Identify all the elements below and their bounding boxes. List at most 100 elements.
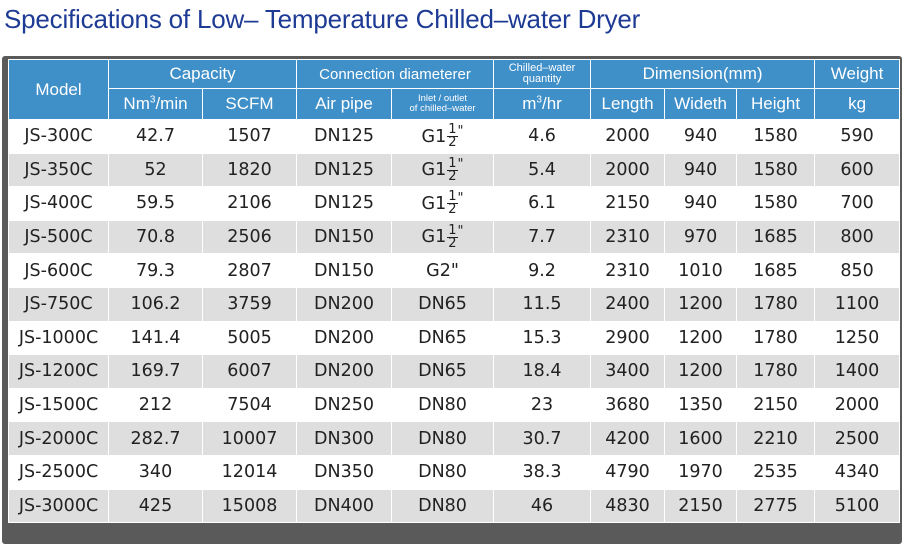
m3hr-sup: 3 <box>536 94 542 106</box>
header-air-pipe: Air pipe <box>296 88 393 120</box>
table-row: JS-350C 52 1820 DN125 G1 1 2 " 5.4 2000 940 1580 600 <box>8 152 901 188</box>
cell-scfm: 6007 <box>201 354 298 389</box>
cell-air-pipe: DN350 <box>296 454 393 490</box>
cell-width: 970 <box>664 219 738 255</box>
cell-air-pipe: DN150 <box>296 253 393 288</box>
cell-chilled-qty: 46 <box>493 488 592 524</box>
fraction-denominator: 2 <box>448 202 457 218</box>
cell-scfm: 3759 <box>201 286 298 322</box>
inlet-base: G1 <box>421 160 447 181</box>
cell-inlet-outlet: DN65 <box>391 354 495 389</box>
cell-weight: 1100 <box>814 286 901 322</box>
cell-model: JS-3000C <box>8 488 109 524</box>
cell-weight: 590 <box>814 119 901 154</box>
cell-nm3-min: 106.2 <box>108 286 203 322</box>
table-row: JS-300C 42.7 1507 DN125 G1 1 2 " 4.6 2000 940 1580 5… <box>8 119 901 154</box>
header-chilled-water: Chilled–water quantity <box>493 59 592 89</box>
fraction-denominator: 2 <box>448 235 457 251</box>
cell-nm3-min: 59.5 <box>108 186 203 221</box>
cell-nm3-min: 340 <box>108 454 203 490</box>
page-title: Specifications of Low– Temperature Chill… <box>4 4 641 34</box>
cell-weight: 600 <box>814 152 901 188</box>
cell-chilled-qty: 38.3 <box>493 454 592 490</box>
cell-weight: 5100 <box>814 488 901 524</box>
cell-chilled-qty: 4.6 <box>493 119 592 154</box>
cell-weight: 2500 <box>814 421 901 456</box>
cell-length: 3400 <box>590 354 666 389</box>
cell-nm3-min: 282.7 <box>108 421 203 456</box>
fraction-denominator: 2 <box>448 134 457 150</box>
cell-height: 1685 <box>736 219 816 255</box>
cell-height: 1685 <box>736 253 816 288</box>
fraction-numerator: 1 <box>447 222 458 238</box>
cell-chilled-qty: 5.4 <box>493 152 592 188</box>
cell-chilled-qty: 18.4 <box>493 354 592 389</box>
header-height: Height <box>736 88 816 120</box>
cell-nm3-min: 212 <box>108 387 203 423</box>
cell-weight: 700 <box>814 186 901 221</box>
cell-length: 4790 <box>590 454 666 490</box>
header-length: Length <box>590 88 666 120</box>
cell-scfm: 10007 <box>201 421 298 456</box>
cell-model: JS-2500C <box>8 454 109 490</box>
cell-length: 2900 <box>590 320 666 356</box>
cell-inlet-outlet: G2" <box>391 253 495 288</box>
cell-width: 1200 <box>664 354 738 389</box>
cell-height: 2535 <box>736 454 816 490</box>
table-row: JS-1200C 169.7 6007 DN200 DN65 18.4 3400 1200 17… <box>8 354 901 389</box>
cell-nm3-min: 169.7 <box>108 354 203 389</box>
cell-scfm: 7504 <box>201 387 298 423</box>
cell-model: JS-400C <box>8 186 109 221</box>
cell-inlet-outlet: DN80 <box>391 421 495 456</box>
cell-length: 2150 <box>590 186 666 221</box>
nm3min-base: Nm <box>123 94 150 113</box>
header-inlet-line1: Inlet / outlet <box>417 93 468 104</box>
table-row: JS-1500C 212 7504 DN250 DN80 23 3680 1350 2150 20… <box>8 387 901 423</box>
table-row: JS-2000C 282.7 10007 DN300 DN80 30.7 4200 1600 2… <box>8 421 901 456</box>
header-scfm: SCFM <box>201 88 298 120</box>
header-kg: kg <box>814 88 901 120</box>
header-weight: Weight <box>814 59 901 89</box>
cell-model: JS-500C <box>8 219 109 255</box>
cell-model: JS-1200C <box>8 354 109 389</box>
cell-nm3-min: 425 <box>108 488 203 524</box>
cell-length: 2000 <box>590 119 666 154</box>
cell-inlet-outlet: DN65 <box>391 286 495 322</box>
cell-scfm: 1507 <box>201 119 298 154</box>
cell-inlet-outlet: DN65 <box>391 320 495 356</box>
cell-chilled-qty: 11.5 <box>493 286 592 322</box>
cell-scfm: 1820 <box>201 152 298 188</box>
cell-nm3-min: 42.7 <box>108 119 203 154</box>
cell-air-pipe: DN200 <box>296 320 393 356</box>
cell-air-pipe: DN125 <box>296 186 393 221</box>
cell-chilled-qty: 7.7 <box>493 219 592 255</box>
cell-air-pipe: DN125 <box>296 119 393 154</box>
table-row: JS-600C 79.3 2807 DN150 G2" 9.2 2310 1010 1685 85… <box>8 253 901 288</box>
cell-inlet-outlet: G1 1 2 " <box>391 119 495 154</box>
cell-length: 2000 <box>590 152 666 188</box>
cell-chilled-qty: 30.7 <box>493 421 592 456</box>
fraction-numerator: 1 <box>447 121 458 137</box>
table-row: JS-400C 59.5 2106 DN125 G1 1 2 " 6.1 2150 940 1580 7… <box>8 186 901 221</box>
nm3min-tail: /min <box>155 94 188 113</box>
cell-nm3-min: 79.3 <box>108 253 203 288</box>
table-row: JS-3000C 425 15008 DN400 DN80 46 4830 2150 2775 5… <box>8 488 901 524</box>
cell-height: 2210 <box>736 421 816 456</box>
cell-height: 1780 <box>736 286 816 322</box>
table-row: JS-750C 106.2 3759 DN200 DN65 11.5 2400 1200 178… <box>8 286 901 322</box>
header-nm3min: Nm3/min <box>108 88 203 120</box>
cell-weight: 2000 <box>814 387 901 423</box>
header-inlet-outlet: Inlet / outlet of chilled–water <box>391 88 495 120</box>
cell-air-pipe: DN200 <box>296 354 393 389</box>
cell-width: 940 <box>664 119 738 154</box>
cell-width: 940 <box>664 152 738 188</box>
cell-inlet-outlet: DN80 <box>391 387 495 423</box>
cell-nm3-min: 70.8 <box>108 219 203 255</box>
inch-mark: " <box>457 190 464 206</box>
header-capacity: Capacity <box>107 59 298 89</box>
fraction-numerator: 1 <box>447 155 458 171</box>
table-row: JS-2500C 340 12014 DN350 DN80 38.3 4790 1970 253… <box>8 454 901 490</box>
cell-width: 1010 <box>664 253 738 288</box>
